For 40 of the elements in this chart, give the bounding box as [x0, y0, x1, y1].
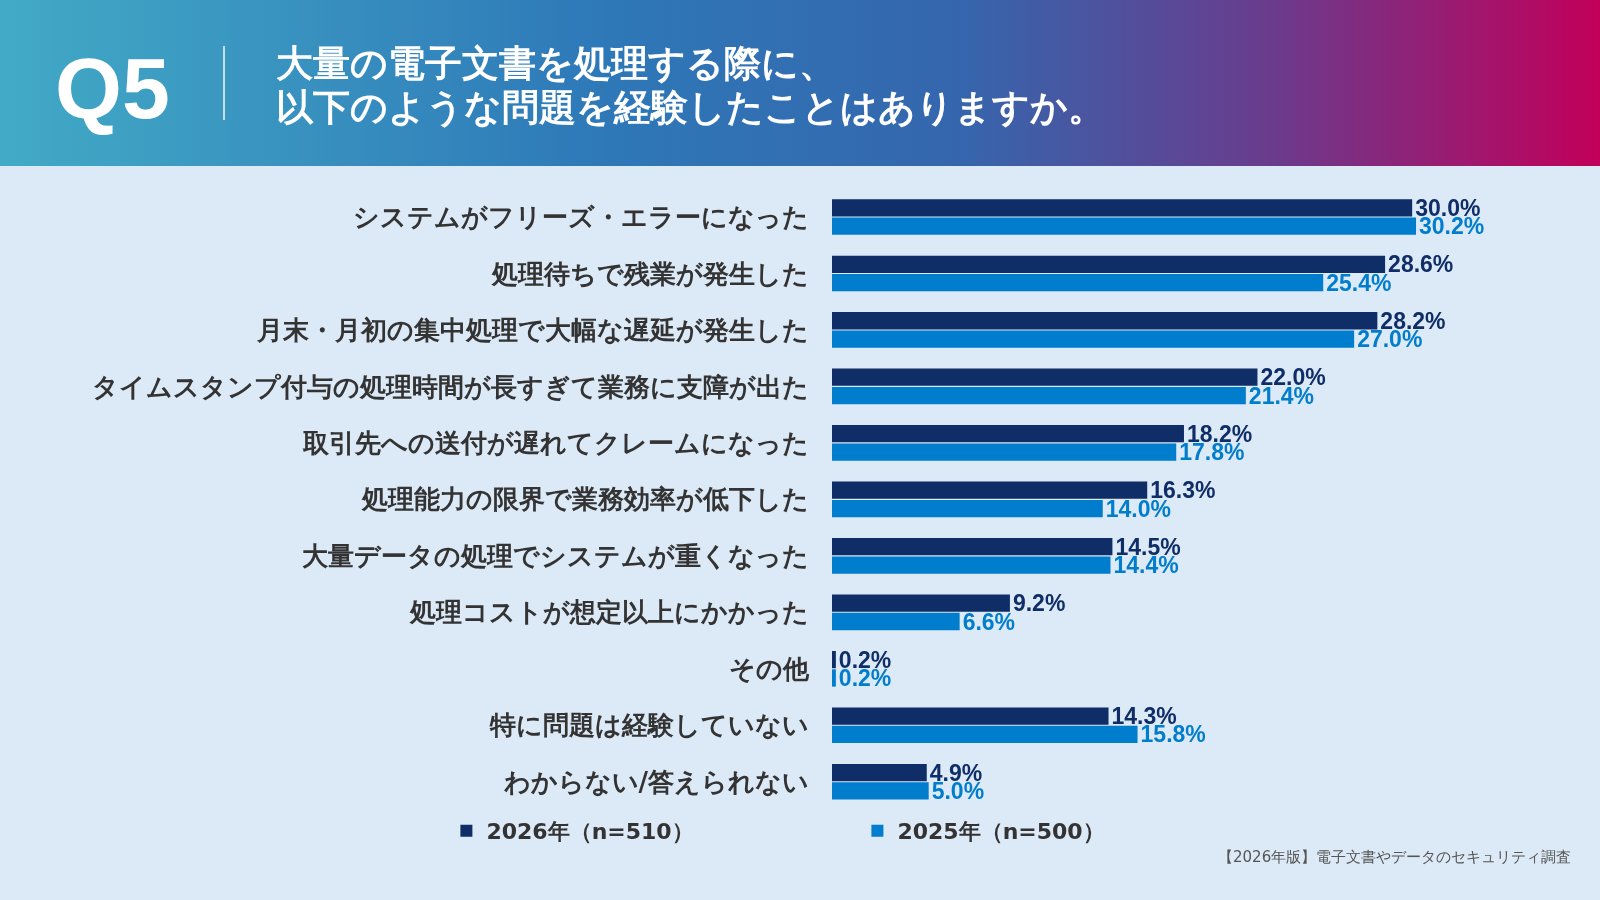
y-tick-label: 処理能力の限界で業務効率が低下した — [361, 484, 809, 515]
bar — [832, 368, 1258, 386]
y-tick-label: 処理コストが想定以上にかかった — [409, 597, 809, 628]
bar — [832, 274, 1324, 292]
bar — [832, 443, 1177, 461]
y-tick-label: わからない/答えられない — [502, 766, 809, 797]
y-tick-label: 大量データの処理でシステムが重くなった — [302, 540, 809, 571]
bar — [832, 499, 1103, 518]
legend-label: 2026年（n=510） — [486, 819, 694, 845]
bar — [832, 594, 1010, 612]
bar — [832, 707, 1109, 725]
text: Q5 — [55, 40, 170, 136]
chart-title: 大量の電子文書を処理する際に、以下のような問題を経験したことはありますか。 — [276, 42, 1106, 130]
bar — [832, 199, 1413, 217]
data-label: 28.6% — [1388, 251, 1454, 278]
bar — [832, 725, 1138, 744]
bar — [832, 669, 836, 687]
bar — [832, 782, 929, 800]
bar — [832, 312, 1378, 330]
text: 【2026年版】電子文書やデータのセキュリティ調査 — [1218, 848, 1572, 866]
bar — [832, 386, 1246, 405]
bar — [832, 612, 960, 631]
y-tick-label: システムがフリーズ・エラーになった — [353, 202, 809, 233]
bar — [832, 217, 1417, 235]
data-label: 9.2% — [1012, 590, 1066, 617]
bar — [832, 481, 1148, 499]
bar — [832, 556, 1111, 574]
y-tick-label: 取引先への送付が遅れてクレームになった — [302, 427, 809, 458]
bar — [832, 538, 1113, 556]
bar — [832, 255, 1386, 273]
bar — [832, 763, 927, 782]
bar — [832, 651, 836, 669]
y-tick-label: その他 — [729, 653, 810, 684]
bar — [832, 425, 1184, 443]
legend-label: 2025年（n=500） — [897, 819, 1105, 845]
y-tick-label: 処理待ちで残業が発生した — [491, 258, 809, 289]
y-tick-label: 月末・月初の集中処理で大幅な遅延が発生した — [256, 315, 809, 346]
bar — [832, 330, 1355, 348]
y-tick-label: タイムスタンプ付与の処理時間が長すぎて業務に支障が出た — [92, 371, 809, 402]
y-tick-label: 特に問題は経験していない — [489, 710, 809, 741]
